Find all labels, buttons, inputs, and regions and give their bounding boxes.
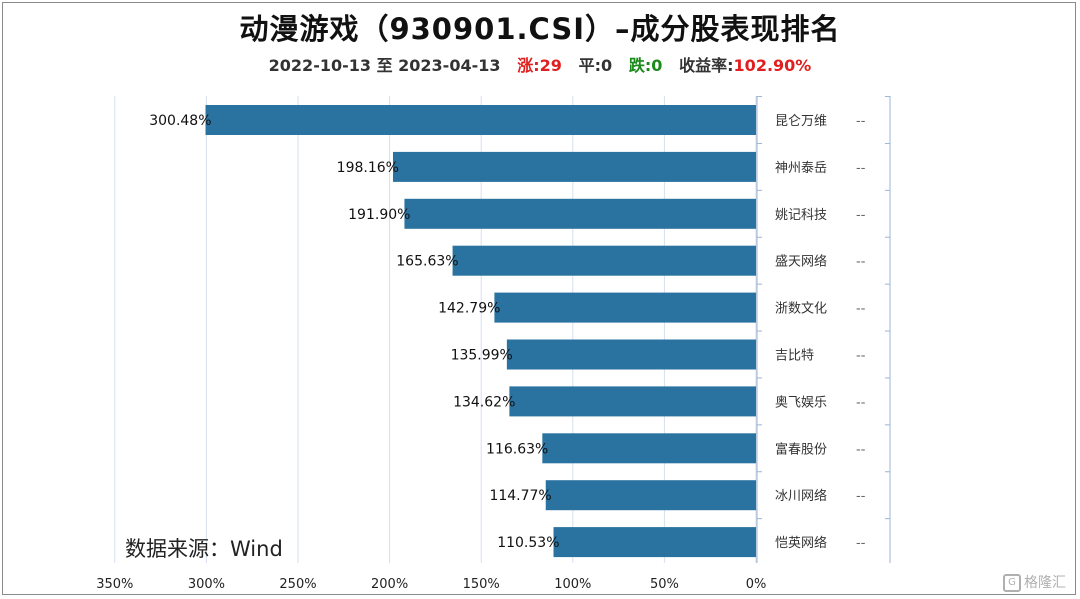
bar: [404, 198, 756, 229]
watermark: G 格隆汇: [1003, 572, 1066, 592]
category-label: 奥飞娱乐: [775, 395, 827, 410]
watermark-text: 格隆汇: [1024, 575, 1066, 591]
category-label: 盛天网络: [775, 254, 827, 270]
category-label: 恺英网络: [775, 535, 827, 551]
flat-count: 平:0: [578, 56, 613, 75]
bar-value-label: 198.16%: [337, 160, 399, 176]
date-range: 2022-10-13 至 2023-04-13: [268, 56, 501, 75]
category-label: 富春股份: [775, 441, 827, 457]
bar-value-label: 191.90%: [348, 207, 410, 223]
secondary-label: --: [856, 442, 866, 457]
x-tick-label: 300%: [188, 577, 225, 592]
bar-value-label: 114.77%: [489, 488, 551, 504]
x-tick-label: 0%: [746, 577, 767, 592]
category-label: 神州泰岳: [775, 161, 827, 176]
chart-subtitle: 2022-10-13 至 2023-04-13 涨:29 平:0 跌:0 收益率…: [0, 52, 1080, 76]
bar: [553, 527, 756, 558]
bar: [545, 480, 756, 511]
down-count: 跌:0: [628, 56, 663, 75]
x-tick-label: 350%: [96, 577, 133, 592]
bar-value-label: 135.99%: [451, 348, 513, 364]
bar-value-label: 134.62%: [453, 394, 515, 410]
bar-value-label: 165.63%: [396, 254, 458, 270]
bar: [509, 386, 756, 417]
bar-value-label: 300.48%: [149, 113, 211, 129]
bar-value-label: 110.53%: [497, 535, 559, 551]
x-tick-label: 50%: [650, 577, 679, 592]
chart-title: 动漫游戏（930901.CSI）–成分股表现排名: [239, 12, 841, 46]
category-label: 冰川网络: [775, 488, 827, 504]
secondary-label: --: [856, 255, 866, 270]
bar-value-label: 116.63%: [486, 441, 548, 457]
return-value: 102.90%: [733, 56, 812, 75]
x-tick-label: 250%: [279, 577, 316, 592]
category-label: 昆仑万维: [775, 114, 827, 129]
secondary-label: --: [856, 114, 866, 129]
bar: [392, 151, 756, 182]
secondary-label: --: [856, 395, 866, 410]
secondary-label: --: [856, 536, 866, 551]
x-tick-label: 100%: [554, 577, 591, 592]
secondary-label: --: [856, 349, 866, 364]
bar: [506, 339, 756, 370]
secondary-label: --: [856, 489, 866, 504]
bar-value-label: 142.79%: [438, 301, 500, 317]
x-tick-label: 200%: [371, 577, 408, 592]
bar: [205, 105, 757, 135]
x-tick-label: 150%: [463, 577, 500, 592]
category-label: 姚记科技: [775, 208, 827, 223]
up-count: 涨:29: [517, 56, 562, 75]
watermark-logo-icon: G: [1003, 574, 1021, 592]
bar: [494, 292, 756, 323]
secondary-label: --: [856, 302, 866, 317]
secondary-label: --: [856, 161, 866, 176]
category-label: 浙数文化: [775, 302, 827, 317]
return-label: 收益率:: [679, 56, 734, 75]
secondary-label: --: [856, 208, 866, 223]
bar: [452, 245, 756, 276]
category-label: 吉比特: [775, 349, 814, 364]
data-source: 数据来源：Wind: [125, 537, 283, 561]
bar: [542, 433, 756, 464]
